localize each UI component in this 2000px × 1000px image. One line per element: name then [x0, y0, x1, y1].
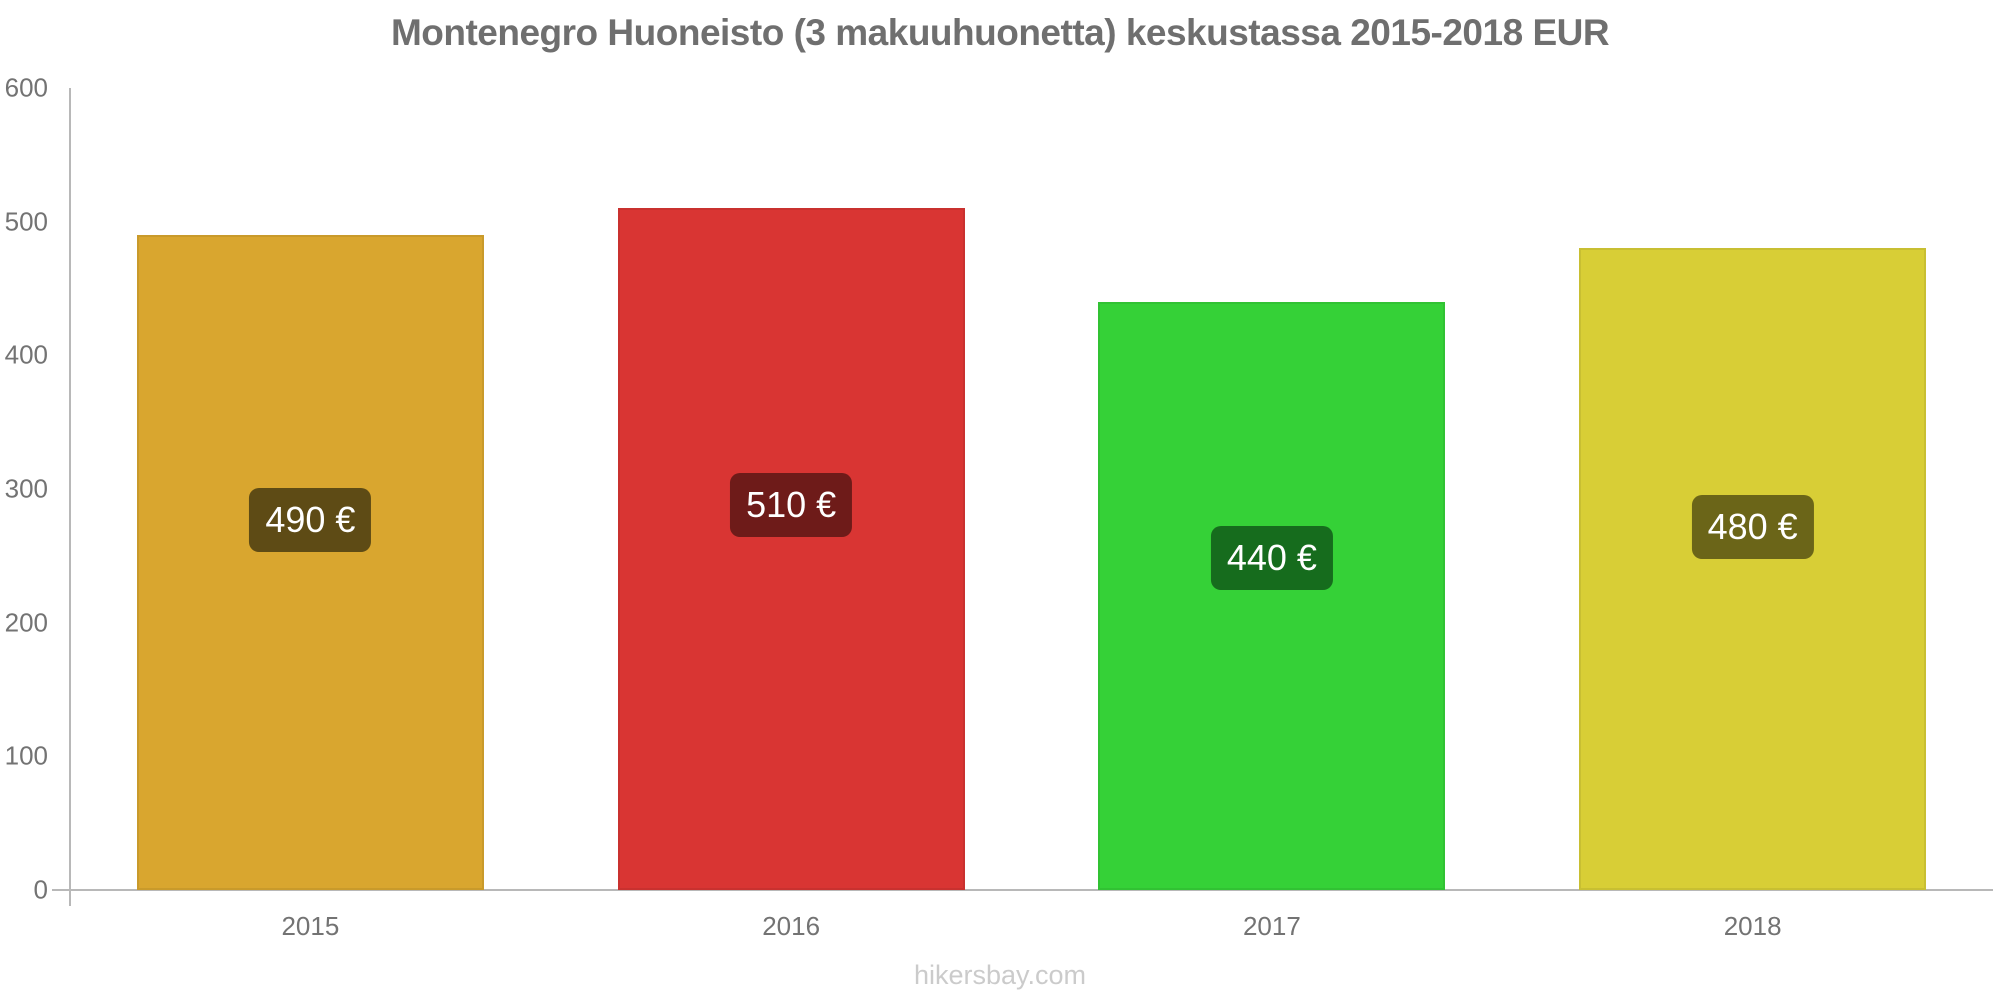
- x-axis-line: [70, 889, 1993, 891]
- bar-2017: [1098, 301, 1446, 890]
- y-tick-label-400: 400: [4, 339, 48, 370]
- y-tick-label-0: 0: [33, 874, 48, 905]
- bar-2016: [617, 208, 965, 890]
- x-tick-label-2017: 2017: [1242, 911, 1301, 941]
- y-tick-label-300: 300: [4, 473, 48, 504]
- chart-title: Montenegro Huoneisto (3 makuuhuonetta) k…: [390, 12, 1610, 53]
- bar-value-badge-2016: 510 €: [730, 472, 853, 537]
- bar-value-badge-2018: 480 €: [1691, 495, 1814, 560]
- bar-2018: [1579, 248, 1927, 890]
- x-tick-label-2016: 2016: [762, 911, 821, 941]
- x-tick-label-2015: 2015: [281, 911, 340, 941]
- watermark-text: hikersbay.com: [913, 960, 1087, 990]
- y-tick-label-100: 100: [4, 740, 48, 771]
- bar-2015: [136, 235, 484, 890]
- bar-value-badge-2015: 490 €: [249, 487, 372, 552]
- zero-tick: [52, 889, 70, 891]
- y-tick-label-200: 200: [4, 607, 48, 638]
- y-tick-label-500: 500: [4, 206, 48, 237]
- y-tick-label-600: 600: [4, 72, 48, 103]
- y-axis-line: [69, 88, 71, 906]
- bar-value-badge-2017: 440 €: [1210, 525, 1333, 590]
- x-tick-label-2018: 2018: [1723, 911, 1782, 941]
